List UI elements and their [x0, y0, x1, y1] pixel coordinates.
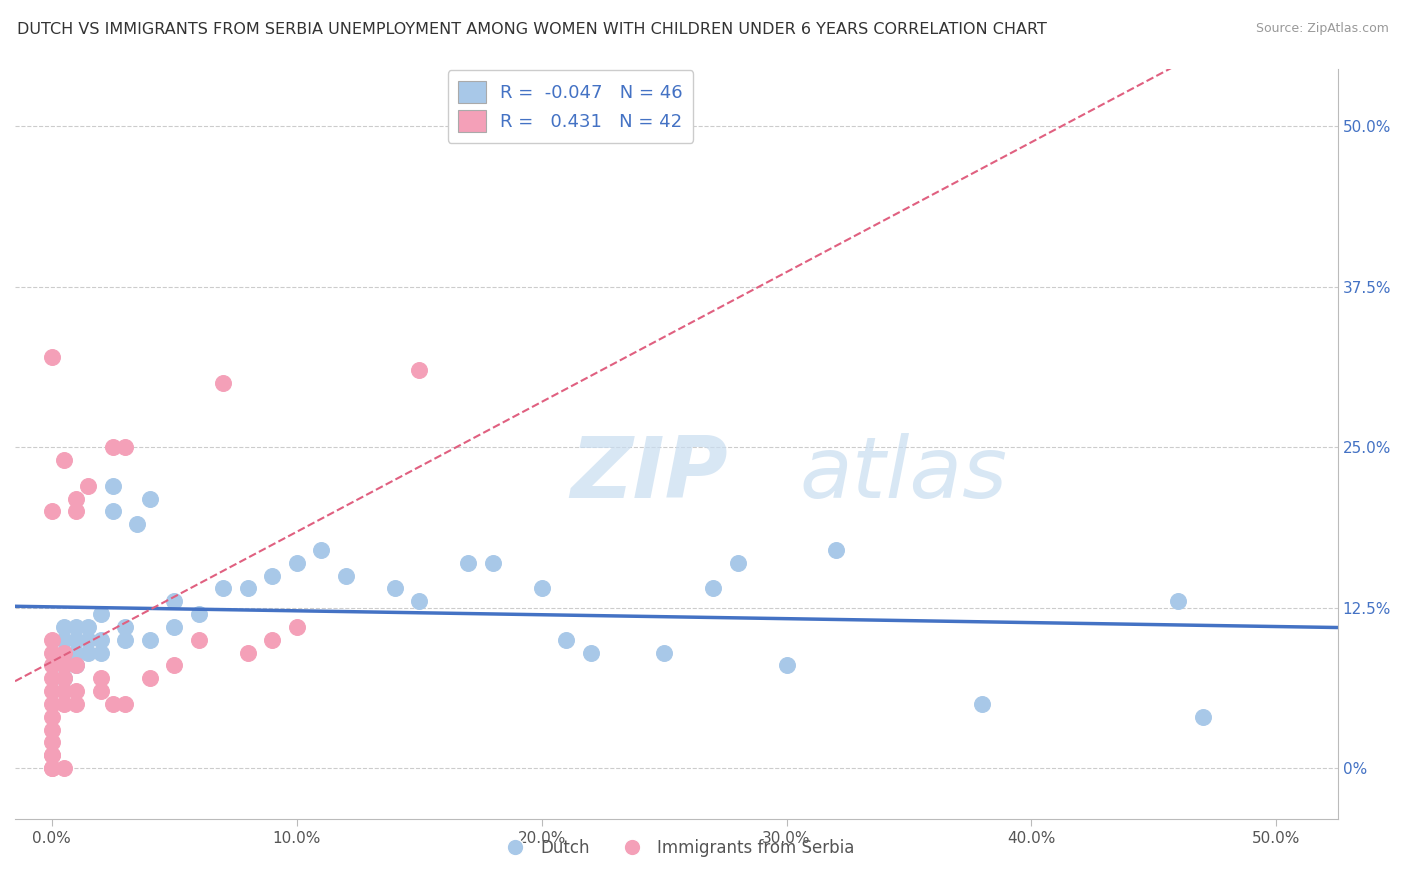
Point [65, 646, 87, 660]
Point [65, 697, 87, 711]
Point [41, 748, 63, 763]
Point [41, 761, 63, 775]
Point [41, 697, 63, 711]
Point [65, 658, 87, 673]
Point [77, 478, 100, 492]
Point [727, 556, 749, 570]
Point [530, 582, 553, 596]
Point [101, 478, 124, 492]
Point [90, 632, 112, 647]
Point [77, 646, 100, 660]
Point [335, 568, 357, 582]
Point [285, 556, 308, 570]
Point [41, 351, 63, 365]
Point [138, 671, 160, 685]
Point [65, 684, 87, 698]
Point [41, 735, 63, 749]
Point [65, 504, 87, 518]
Point [53, 761, 76, 775]
Point [53, 620, 76, 634]
Point [187, 632, 209, 647]
Point [41, 710, 63, 724]
Point [101, 440, 124, 454]
Point [384, 582, 406, 596]
Point [41, 748, 63, 763]
Point [972, 697, 994, 711]
Point [1192, 710, 1215, 724]
Point [579, 646, 602, 660]
Point [77, 632, 100, 647]
Text: Source: ZipAtlas.com: Source: ZipAtlas.com [1256, 22, 1389, 36]
Point [41, 761, 63, 775]
Point [163, 594, 186, 608]
Point [53, 671, 76, 685]
Point [236, 582, 259, 596]
Point [309, 542, 332, 557]
Point [285, 620, 308, 634]
Point [53, 646, 76, 660]
Point [65, 491, 87, 506]
Point [53, 658, 76, 673]
Point [114, 697, 136, 711]
Point [65, 658, 87, 673]
Point [114, 632, 136, 647]
Point [90, 684, 112, 698]
Point [90, 646, 112, 660]
Point [555, 632, 578, 647]
Point [114, 620, 136, 634]
Point [1167, 594, 1189, 608]
Point [101, 697, 124, 711]
Point [212, 582, 235, 596]
Point [481, 556, 503, 570]
Point [408, 363, 430, 377]
Point [138, 632, 160, 647]
Point [53, 632, 76, 647]
Legend: Dutch, Immigrants from Serbia: Dutch, Immigrants from Serbia [492, 832, 860, 863]
Point [41, 671, 63, 685]
Point [114, 440, 136, 454]
Point [53, 671, 76, 685]
Point [41, 658, 63, 673]
Point [53, 453, 76, 467]
Point [41, 632, 63, 647]
Point [53, 697, 76, 711]
Point [41, 646, 63, 660]
Point [127, 517, 149, 532]
Point [457, 556, 479, 570]
Point [262, 632, 284, 647]
Point [236, 646, 259, 660]
Point [138, 491, 160, 506]
Point [90, 607, 112, 621]
Point [90, 671, 112, 685]
Point [53, 658, 76, 673]
Point [65, 632, 87, 647]
Point [775, 658, 797, 673]
Text: DUTCH VS IMMIGRANTS FROM SERBIA UNEMPLOYMENT AMONG WOMEN WITH CHILDREN UNDER 6 Y: DUTCH VS IMMIGRANTS FROM SERBIA UNEMPLOY… [17, 22, 1046, 37]
Point [652, 646, 675, 660]
Point [824, 542, 846, 557]
Text: ZIP: ZIP [571, 433, 728, 516]
Point [187, 607, 209, 621]
Point [163, 620, 186, 634]
Point [77, 620, 100, 634]
Point [41, 723, 63, 737]
Point [702, 582, 724, 596]
Text: atlas: atlas [800, 433, 1007, 516]
Point [212, 376, 235, 390]
Point [53, 684, 76, 698]
Point [53, 646, 76, 660]
Point [163, 658, 186, 673]
Point [41, 684, 63, 698]
Point [41, 504, 63, 518]
Point [408, 594, 430, 608]
Point [65, 620, 87, 634]
Point [101, 504, 124, 518]
Point [262, 568, 284, 582]
